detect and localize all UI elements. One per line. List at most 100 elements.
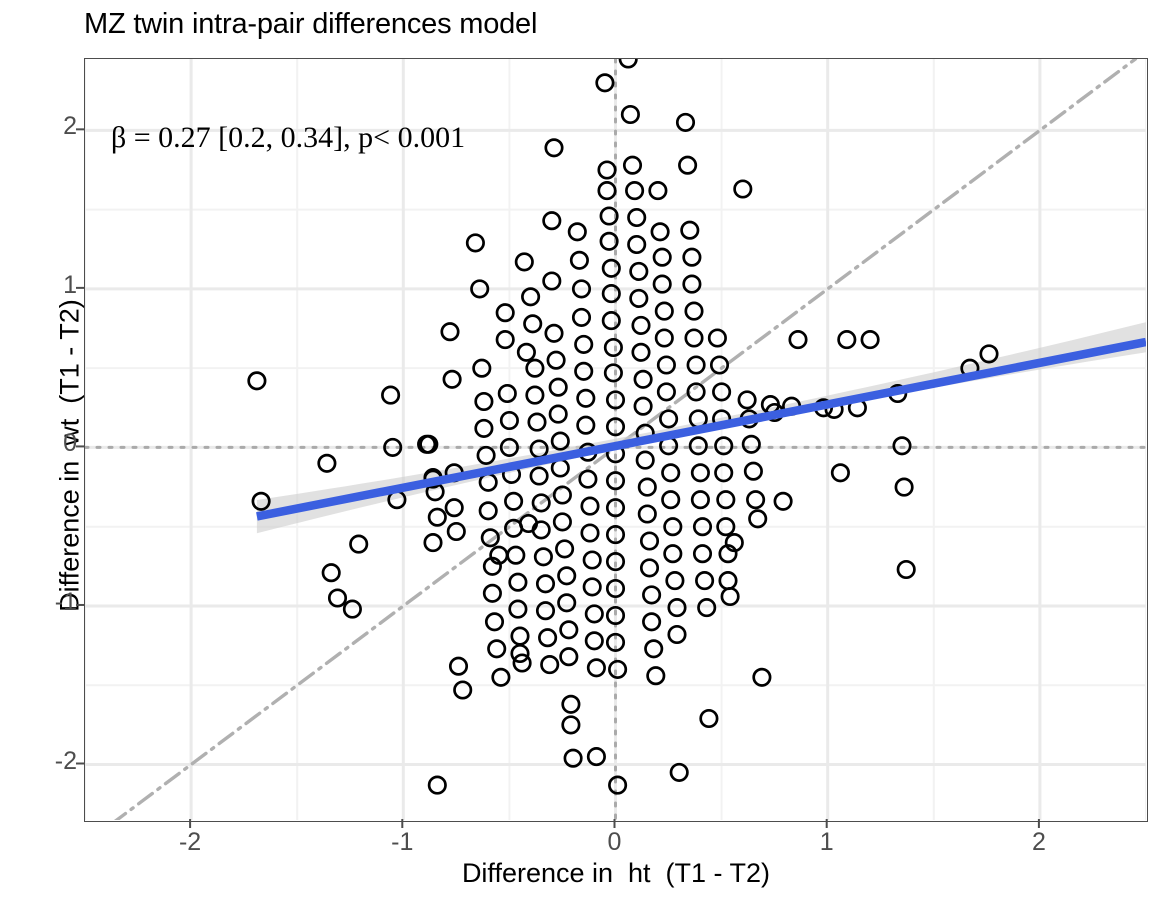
data-point bbox=[419, 434, 439, 454]
data-point bbox=[561, 715, 581, 735]
data-point bbox=[699, 708, 719, 729]
data-point bbox=[656, 355, 676, 375]
data-point bbox=[497, 383, 517, 404]
data-point bbox=[605, 390, 626, 410]
data-point bbox=[743, 461, 763, 481]
data-point bbox=[542, 211, 562, 231]
data-point bbox=[478, 501, 498, 521]
data-point bbox=[584, 631, 604, 651]
data-point bbox=[580, 496, 600, 516]
data-point bbox=[444, 498, 464, 518]
page-title: MZ twin intra-pair differences model bbox=[84, 8, 538, 40]
data-point bbox=[525, 358, 545, 378]
data-point bbox=[665, 571, 685, 591]
data-point bbox=[631, 342, 651, 362]
data-point bbox=[523, 314, 543, 334]
data-point bbox=[654, 301, 674, 321]
data-point bbox=[633, 396, 653, 416]
data-point bbox=[499, 437, 519, 457]
x-tick-label: -2 bbox=[178, 828, 202, 856]
data-point bbox=[525, 385, 545, 405]
data-point bbox=[603, 337, 623, 358]
data-point bbox=[446, 521, 466, 542]
data-point bbox=[427, 775, 447, 795]
data-point bbox=[508, 572, 528, 592]
data-point bbox=[659, 409, 679, 429]
data-point bbox=[510, 643, 530, 664]
data-point bbox=[529, 466, 549, 486]
y-tick-label: -2 bbox=[54, 746, 77, 775]
data-point bbox=[652, 274, 672, 294]
x-tick-label: 2 bbox=[1031, 828, 1046, 856]
data-point bbox=[504, 491, 524, 511]
data-point bbox=[663, 517, 683, 537]
data-point bbox=[627, 234, 647, 255]
data-point bbox=[495, 330, 515, 350]
data-point bbox=[697, 598, 717, 618]
data-point bbox=[527, 412, 547, 432]
data-point bbox=[654, 328, 674, 348]
data-point bbox=[675, 112, 696, 132]
data-point bbox=[516, 342, 536, 362]
data-point bbox=[625, 181, 645, 201]
data-point bbox=[586, 747, 606, 767]
data-point bbox=[510, 626, 530, 646]
data-point bbox=[627, 207, 647, 228]
data-point bbox=[639, 558, 660, 578]
data-point bbox=[680, 220, 700, 240]
data-point bbox=[512, 653, 532, 673]
data-point bbox=[608, 659, 628, 679]
data-point bbox=[695, 571, 715, 591]
data-point bbox=[544, 323, 564, 343]
data-point bbox=[716, 517, 736, 537]
data-point bbox=[597, 160, 617, 180]
beta-annotation: β = 0.27 [0.2, 0.34], p< 0.001 bbox=[111, 121, 466, 154]
data-point bbox=[629, 261, 649, 281]
data-point bbox=[682, 247, 702, 267]
data-point bbox=[474, 391, 494, 412]
data-point bbox=[712, 382, 732, 402]
data-point bbox=[531, 520, 551, 540]
data-point bbox=[561, 694, 581, 714]
data-point bbox=[605, 578, 626, 599]
data-point bbox=[474, 418, 494, 438]
data-point bbox=[482, 583, 502, 603]
plot-panel: β = 0.27 [0.2, 0.34], p< 0.001 bbox=[84, 58, 1148, 822]
x-tick-label: -1 bbox=[391, 828, 414, 856]
data-point bbox=[514, 252, 534, 272]
data-point bbox=[656, 382, 676, 402]
data-point bbox=[605, 471, 626, 491]
data-point bbox=[661, 490, 681, 510]
data-point bbox=[487, 639, 507, 659]
data-point bbox=[733, 179, 753, 199]
data-point bbox=[663, 544, 683, 564]
data-point bbox=[633, 369, 653, 389]
data-point bbox=[599, 206, 619, 226]
x-tick-label: 1 bbox=[819, 828, 834, 856]
data-point bbox=[576, 415, 596, 435]
data-point bbox=[559, 647, 579, 667]
data-point bbox=[605, 417, 626, 437]
data-point bbox=[557, 566, 577, 586]
data-point bbox=[540, 655, 560, 675]
data-point bbox=[661, 463, 681, 483]
data-point bbox=[667, 624, 687, 645]
data-point bbox=[622, 155, 643, 175]
data-point bbox=[546, 350, 566, 370]
data-point bbox=[720, 586, 740, 607]
data-point bbox=[608, 775, 628, 795]
data-point bbox=[381, 385, 401, 405]
data-point bbox=[453, 680, 473, 700]
data-point bbox=[741, 434, 761, 454]
y-tick-label: 1 bbox=[63, 270, 77, 299]
data-point bbox=[427, 507, 447, 527]
x-axis-label: Difference in ht (T1 - T2) bbox=[461, 858, 771, 888]
data-point bbox=[533, 547, 553, 567]
y-tick-label: 2 bbox=[63, 112, 77, 141]
data-point bbox=[571, 279, 592, 299]
data-point bbox=[531, 493, 551, 513]
data-point bbox=[688, 436, 708, 456]
data-point bbox=[542, 271, 562, 291]
data-point bbox=[465, 233, 485, 253]
